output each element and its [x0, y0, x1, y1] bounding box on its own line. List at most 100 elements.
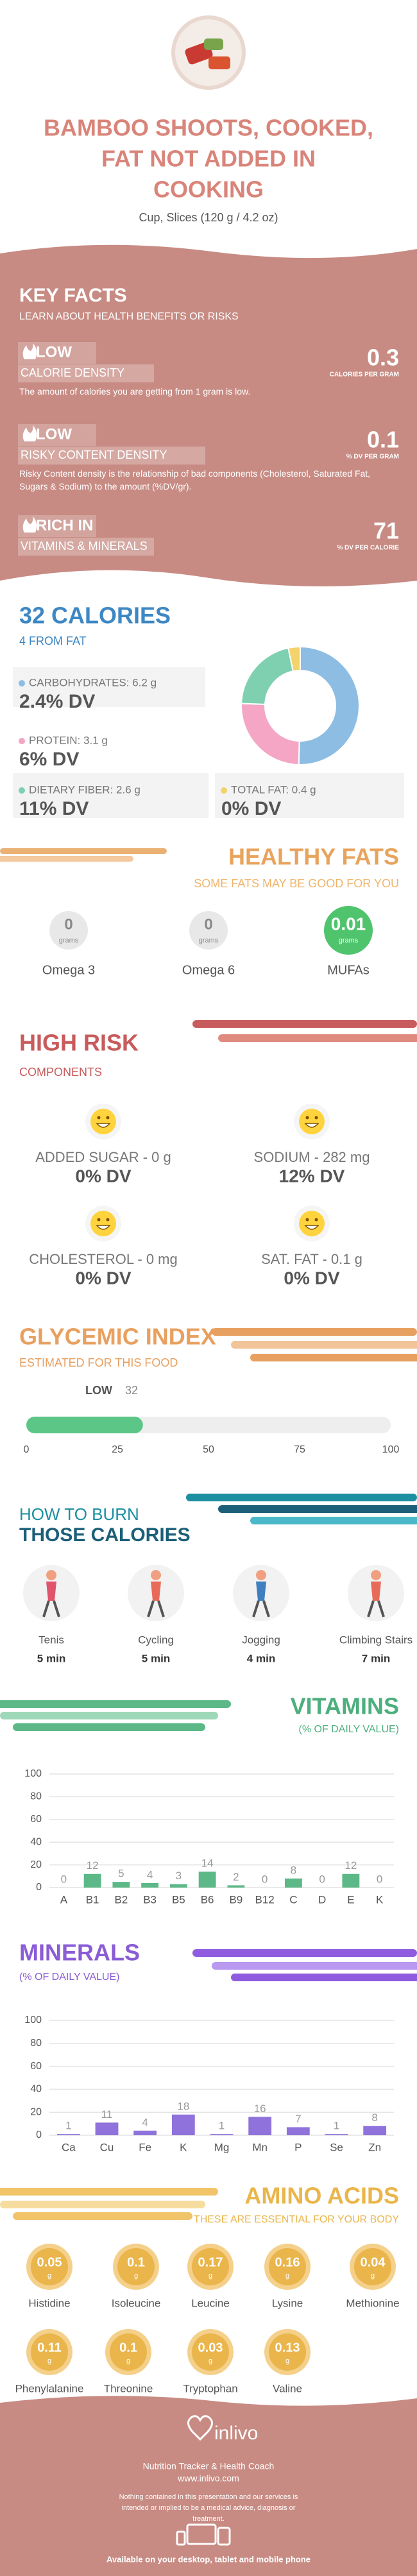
section-subtitle: 4 FROM FAT	[19, 635, 87, 647]
decor-stripe	[250, 1517, 417, 1524]
name-badge	[18, 364, 154, 382]
amino-value: 0.1	[127, 2255, 145, 2269]
fact-value: 0.3	[367, 345, 399, 371]
logo-heart	[187, 2415, 213, 2441]
device-monitor	[186, 2523, 217, 2545]
amino-name: Isoleucine	[112, 2297, 161, 2309]
y-tick-label: 100	[24, 1768, 42, 1779]
decor-stripe	[0, 1700, 231, 1708]
panel	[215, 773, 404, 818]
amino-unit: g	[285, 2272, 289, 2280]
fat-name: MUFAs	[327, 963, 370, 977]
value-label: 11	[101, 2108, 113, 2120]
value-label: 1	[65, 2120, 71, 2132]
nutrient-dv: 6% DV	[19, 749, 79, 770]
risk-label: SODIUM - 282 mg	[254, 1149, 370, 1165]
gi-tick-label: 50	[203, 1444, 214, 1455]
risk-dv: 0% DV	[75, 1268, 131, 1288]
bar	[169, 1884, 187, 1888]
donut-segment	[241, 703, 300, 765]
serving-size: Cup, Slices (120 g / 4.2 oz)	[139, 211, 278, 224]
title: FAT NOT ADDED IN	[101, 146, 316, 172]
face	[299, 1211, 325, 1236]
gi-value: 32	[125, 1384, 138, 1397]
fat-circle	[324, 906, 373, 955]
activity-legs	[147, 1600, 165, 1617]
gi-tick-label: 100	[382, 1444, 400, 1455]
activity-head	[371, 1570, 381, 1580]
y-tick-label: 80	[30, 2038, 42, 2049]
x-tick-label: Se	[330, 2141, 343, 2153]
risk-dv: 12% DV	[279, 1166, 345, 1186]
bar	[112, 1882, 130, 1888]
x-tick-label: Mn	[252, 2141, 268, 2153]
decor-stripe	[0, 848, 167, 854]
bar	[210, 2134, 234, 2135]
value-label: 5	[118, 1868, 124, 1880]
donut-segment	[298, 645, 360, 765]
fat-circle	[49, 911, 88, 950]
value-label: 1	[334, 2120, 339, 2132]
section-title: AMINO ACIDS	[244, 2183, 399, 2209]
nutrient-dv: 11% DV	[19, 798, 89, 819]
section-subtitle: SOME FATS MAY BE GOOD FOR YOU	[194, 877, 399, 890]
eye	[106, 1116, 110, 1120]
value-label: 0	[61, 1873, 67, 1885]
amino-value: 0.04	[361, 2255, 386, 2269]
amino-name: Methionine	[346, 2297, 399, 2309]
url: www.inlivo.com	[177, 2473, 239, 2484]
eye	[314, 1218, 318, 1222]
section-title: KEY FACTS	[19, 285, 127, 306]
risk-dv: 0% DV	[75, 1166, 131, 1186]
fact-description: Risky Content density is the relationshi…	[19, 468, 371, 491]
decor-stripe	[0, 1712, 218, 1719]
section-subtitle: LEARN ABOUT HEALTH BENEFITS OR RISKS	[19, 311, 239, 322]
bar	[198, 1872, 216, 1888]
amino-value: 0.16	[275, 2255, 300, 2269]
eye	[305, 1116, 309, 1120]
value-label: 1	[219, 2120, 225, 2132]
name-badge	[18, 538, 154, 556]
activity-name: Jogging	[242, 1633, 280, 1646]
activity-time: 5 min	[142, 1652, 170, 1664]
fat-value: 0	[204, 916, 212, 933]
x-tick-label: E	[347, 1893, 354, 1906]
amino-unit: g	[285, 2357, 289, 2365]
legend-dot	[19, 680, 25, 687]
tagline: Nutrition Tracker & Health Coach	[143, 2461, 275, 2471]
amino-name: Leucine	[191, 2297, 230, 2309]
amino-name: Histidine	[28, 2297, 70, 2309]
decor-stripe	[13, 1723, 205, 1731]
name-badge	[18, 447, 205, 465]
value-label: 8	[371, 2111, 377, 2124]
legend-dot	[19, 738, 25, 744]
fact-value: 0.1	[367, 427, 399, 453]
brand: inlivo	[214, 2423, 258, 2444]
amino-value: 0.13	[275, 2341, 300, 2355]
bar	[342, 1873, 360, 1888]
decor-stripe	[13, 2212, 192, 2220]
bar	[284, 1878, 302, 1888]
bar	[363, 2126, 387, 2135]
amino-name: Lysine	[272, 2297, 303, 2309]
activity-body	[371, 1582, 381, 1601]
risk-dv: 0% DV	[284, 1268, 339, 1288]
section-title: VITAMINS	[291, 1693, 399, 1719]
section-title: THOSE CALORIES	[19, 1524, 191, 1546]
x-tick-label: Mg	[214, 2141, 230, 2153]
risk-label: CHOLESTEROL - 0 mg	[29, 1251, 177, 1267]
bar	[141, 1882, 159, 1888]
decor-stripe	[192, 1949, 417, 1957]
amino-circle	[354, 2248, 391, 2285]
section-subtitle: ESTIMATED FOR THIS FOOD	[19, 1356, 178, 1369]
fact-unit: % DV PER CALORIE	[337, 545, 399, 552]
value-label: 3	[176, 1870, 182, 1882]
fact-name: CALORIE DENSITY	[21, 366, 124, 379]
title: COOKING	[153, 176, 264, 203]
title: BAMBOO SHOOTS, COOKED,	[44, 115, 373, 141]
fat-circle	[189, 911, 228, 950]
eye	[97, 1116, 101, 1120]
section-title: HEALTHY FATS	[228, 844, 399, 870]
